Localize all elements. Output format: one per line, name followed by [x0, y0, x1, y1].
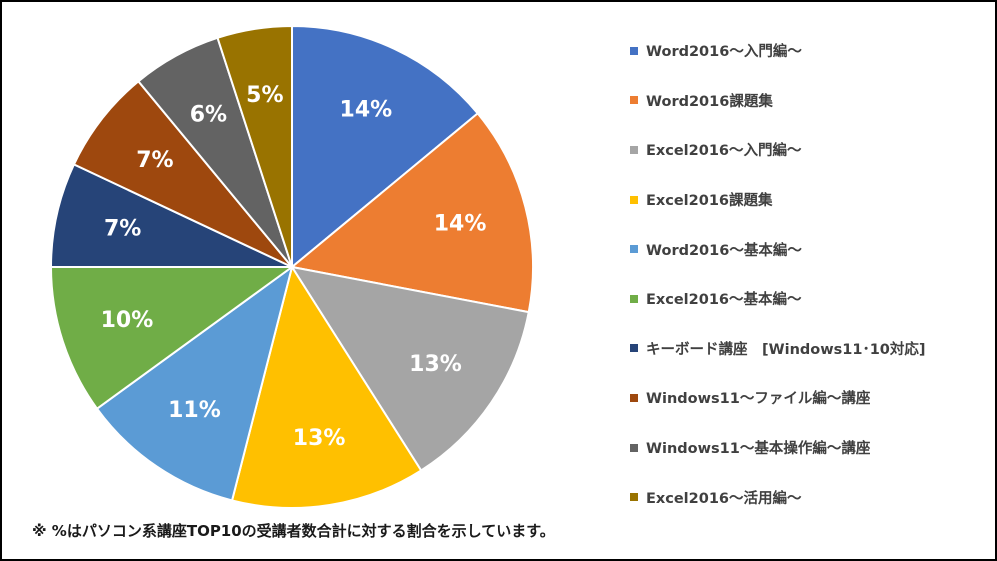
legend-label: Word2016～入門編～	[646, 44, 802, 61]
legend-swatch	[630, 443, 638, 452]
legend-swatch	[630, 294, 638, 303]
pie-slice-1	[291, 24, 480, 270]
legend-item: Word2016～基本編～	[630, 224, 926, 274]
legend-item: Word2016課題集	[630, 76, 926, 126]
legend-label: Word2016～基本編～	[646, 242, 802, 259]
pie-slice-2	[289, 111, 534, 314]
legend-item: Word2016～入門編～	[630, 26, 926, 76]
legend-label: Windows11～基本操作編～講座	[646, 441, 871, 458]
legend-item: Excel2016～入門編～	[630, 125, 926, 175]
legend-swatch	[630, 46, 638, 55]
legend-item: Excel2016～活用編～	[630, 472, 926, 522]
legend-swatch	[630, 96, 638, 105]
pie-slice-4	[230, 264, 423, 509]
pie-slice-3	[289, 265, 530, 472]
legend-label: Excel2016課題集	[646, 193, 773, 210]
legend-swatch	[630, 245, 638, 254]
slice-label-8: 7%	[136, 148, 173, 173]
pie-slice-5	[95, 264, 294, 502]
legend-swatch	[630, 145, 638, 154]
legend-item: Windows11～ファイル編～講座	[630, 373, 926, 423]
legend-swatch	[630, 344, 638, 353]
slice-label-9: 6%	[190, 102, 227, 127]
slice-label-3: 13%	[409, 352, 462, 377]
legend-label: Excel2016～活用編～	[646, 490, 802, 507]
pie-slice-8	[72, 79, 293, 268]
footnote: ※ %はパソコン系講座TOP10の受講者数合計に対する割合を示しています。	[32, 522, 555, 540]
legend-label: Windows11～ファイル編～講座	[646, 391, 871, 408]
legend-label: Word2016課題集	[646, 93, 773, 110]
legend-swatch	[630, 195, 638, 204]
slice-label-10: 5%	[246, 83, 283, 108]
legend-label: Excel2016～入門編～	[646, 143, 802, 160]
legend-item: Windows11～基本操作編～講座	[630, 423, 926, 473]
legend-item: Excel2016課題集	[630, 175, 926, 225]
legend-swatch	[630, 393, 638, 402]
legend-item: キーボード講座 [Windows11･10対応]	[630, 324, 926, 374]
chart-legend: Word2016～入門編～ Word2016課題集 Excel2016～入門編～ Ex…	[630, 26, 926, 522]
legend-label: Excel2016～基本編～	[646, 292, 802, 309]
legend-label: キーボード講座 [Windows11･10対応]	[646, 341, 926, 358]
slice-label-7: 7%	[104, 217, 141, 242]
legend-item: Excel2016～基本編～	[630, 274, 926, 324]
slice-label-2: 14%	[434, 211, 487, 236]
slice-label-1: 14%	[340, 97, 393, 122]
slice-label-6: 10%	[101, 308, 154, 333]
pie-slice-7	[49, 163, 293, 268]
pie-slice-6	[49, 266, 296, 411]
slice-label-4: 13%	[293, 426, 346, 451]
legend-swatch	[630, 493, 638, 502]
slice-label-5: 11%	[168, 398, 221, 423]
pie-slice-10	[216, 24, 293, 268]
